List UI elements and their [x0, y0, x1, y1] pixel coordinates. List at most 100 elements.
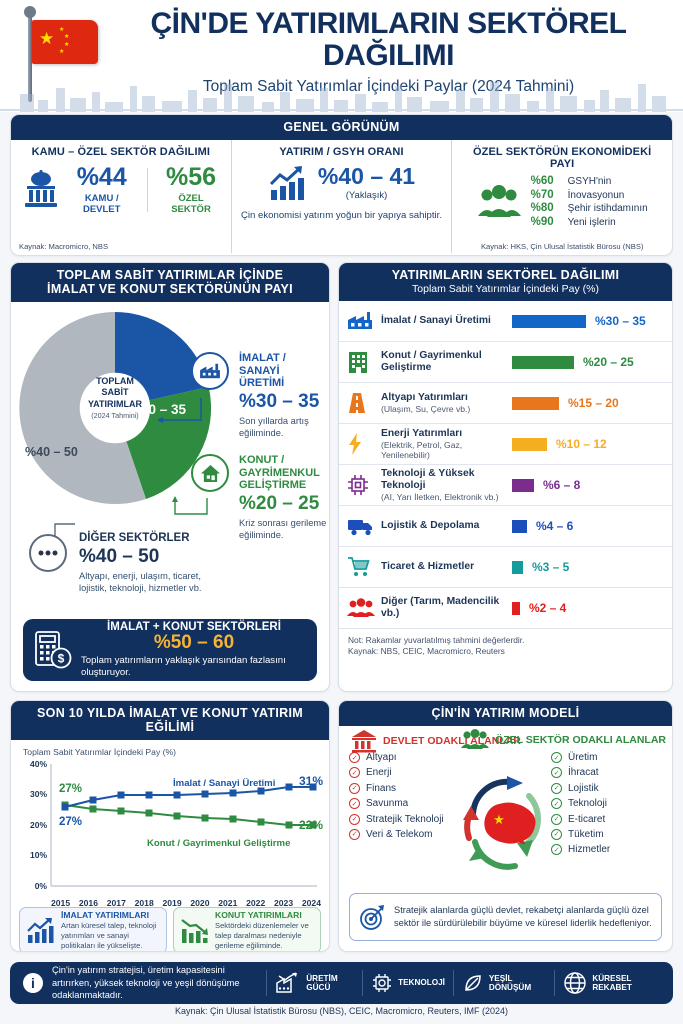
list-item: ✓ Üretim — [551, 752, 666, 763]
check-icon: ✓ — [349, 798, 360, 810]
sector-subheading: Toplam Sabit Yatırımlar İçindeki Pay (%) — [412, 283, 599, 295]
badge-yesil-donusum: YEŞİL DÖNÜŞÜM — [462, 972, 547, 994]
sector-name-cell: Konut / Gayrimenkul Geliştirme — [377, 350, 512, 375]
x-tick: 2016 — [78, 898, 98, 908]
trend-x-axis: 2015 2016 2017 2018 2019 2020 2021 2022 … — [51, 898, 323, 908]
sector-name: Altyapı Yatırımları — [381, 391, 468, 403]
badge-label: KÜRESEL REKABET — [592, 973, 632, 992]
sector-bar — [512, 314, 586, 328]
trend-series-label-imalat: İmalat / Sanayi Üretimi — [173, 778, 276, 789]
x-tick: 2019 — [162, 898, 182, 908]
sector-name-cell: Altyapı Yatırımları (Ulaşım, Su, Çevre v… — [377, 392, 512, 415]
government-building-icon — [351, 729, 377, 753]
china-flag-icon: ★ ★ ★ ★ ★ — [18, 6, 100, 102]
leaf-icon — [462, 972, 484, 994]
bar-cell: %6 – 8 — [512, 478, 664, 492]
item-label: Üretim — [568, 752, 598, 763]
sector-bar — [512, 478, 534, 492]
list-item: ✓ Savunma — [349, 798, 464, 810]
sector-name: Teknoloji & Yüksek Teknoloji — [381, 467, 475, 491]
overview-col-investment-gdp: YATIRIM / GSYH ORANI % — [230, 140, 452, 253]
model-footer: Stratejik alanlarda güçlü devlet, rekabe… — [349, 893, 662, 941]
state-focus-list: ✓ Altyapı ✓ Enerji ✓ Finans ✓ Savunma ✓ Strat… — [349, 752, 464, 844]
donut-card-heading: TOPLAM SABİT YATIRIMLAR İÇİNDE İMALAT VE… — [11, 263, 329, 302]
overview-col1-source: Kaynak: Macromicro, NBS — [19, 242, 109, 251]
summary-text: İMALAT + KONUT SEKTÖRLERİ %50 – 60 Topla… — [81, 621, 307, 679]
donut-center-line1: TOPLAM — [96, 376, 134, 386]
legend-imalat-title: İMALAT YATIRIMLARI — [61, 910, 150, 921]
overview-heading: GENEL GÖRÜNÜM — [11, 115, 672, 140]
callout-diger: DİĞER SEKTÖRLER %40 – 50 Altyapı, enerji… — [29, 532, 229, 594]
sector-note-line1: Not: Rakamlar yuvarlatılmış tahmini değe… — [348, 635, 525, 645]
public-pct: %44 — [76, 163, 127, 191]
table-row: Diğer (Tarım, Madencilik vb.) %2 – 4 — [339, 588, 672, 629]
sector-name-cell: Ticaret & Hizmetler — [377, 561, 512, 573]
private-share-pct: %80 — [530, 202, 554, 214]
check-icon: ✓ — [551, 844, 562, 856]
donut-heading-line2: İMALAT VE KONUT SEKTÖRÜNÜN PAYI — [47, 282, 293, 296]
svg-text:i: i — [31, 975, 35, 991]
flag-star-3: ★ — [64, 42, 70, 48]
state-focus-header: DEVLET ODAKLI ALANLAR — [351, 729, 521, 753]
badge-label: TEKNOLOJİ — [398, 978, 445, 988]
donut-area: %30 – 35 %20 – 25 %40 – 50 TOPLAM SABİT … — [11, 302, 329, 594]
page-header: ★ ★ ★ ★ ★ ÇİN'DE YATIRIMLARIN SEKTÖREL D… — [0, 0, 683, 112]
svg-text:30%: 30% — [30, 789, 47, 799]
table-row: Konut / Gayrimenkul Geliştirme %20 – 25 — [339, 342, 672, 383]
sector-name-cell: İmalat / Sanayi Üretimi — [377, 315, 512, 327]
badge-label: YEŞİL DÖNÜŞÜM — [488, 973, 532, 992]
donut-card: TOPLAM SABİT YATIRIMLAR İÇİNDE İMALAT VE… — [10, 262, 330, 692]
sector-name-cell: Lojistik & Depolama — [377, 520, 512, 532]
skyline-decoration — [0, 82, 683, 112]
x-tick: 2023 — [274, 898, 294, 908]
public-label: KAMU / DEVLET — [82, 193, 121, 215]
sector-bar — [512, 560, 523, 574]
building-icon — [347, 350, 377, 374]
trend-axis-note: Toplam Sabit Yatırımlar İçindeki Pay (%) — [23, 747, 176, 757]
model-heading: ÇİN'İN YATIRIM MODELİ — [339, 701, 672, 726]
list-item: ✓ Teknoloji — [551, 798, 666, 810]
bar-chart-up-icon — [26, 917, 56, 945]
sector-value: %3 – 5 — [532, 560, 570, 574]
private-share-label: Yeni işlerin — [567, 216, 616, 228]
chip-icon — [347, 474, 377, 496]
sector-note-line2: Kaynak: NBS, CEIC, Macromicro, Reuters — [348, 646, 505, 657]
flag-cloth: ★ ★ ★ ★ ★ — [32, 20, 98, 64]
legend-imalat-desc: Artan küresel talep, teknoloji yatırımla… — [61, 921, 157, 950]
donut-label-diger: %40 – 50 — [25, 445, 78, 459]
list-item: ✓ Stratejik Teknoloji — [349, 813, 464, 825]
sector-note: Not: Rakamlar yuvarlatılmış tahmini değe… — [339, 629, 672, 664]
flag-star-large: ★ — [39, 29, 55, 48]
overview-col3-source: Kaynak: HKS, Çin Ulusal İstatistik Büros… — [480, 242, 644, 251]
info-icon: i — [22, 972, 44, 994]
private-share-label: İnovasyonun — [567, 189, 625, 201]
sector-bar — [512, 396, 559, 410]
trend-heading: SON 10 YILDA İMALAT VE KONUT YATIRIM EĞİ… — [11, 701, 329, 740]
sector-name-cell: Teknoloji & Yüksek Teknoloji (AI, Yarı İ… — [377, 468, 512, 503]
bar-cell: %2 – 4 — [512, 601, 664, 615]
check-icon: ✓ — [349, 828, 360, 840]
item-label: Veri & Telekom — [366, 828, 433, 840]
trend-green-start-label: 27% — [59, 783, 83, 795]
sector-name: Konut / Gayrimenkul Geliştirme — [381, 349, 482, 373]
chip-icon — [371, 972, 393, 994]
item-label: Finans — [366, 782, 397, 794]
check-icon: ✓ — [349, 813, 360, 825]
list-item: ✓ Hizmetler — [551, 844, 666, 856]
x-tick: 2015 — [51, 898, 71, 908]
trend-blue-start-label: 27% — [59, 816, 83, 828]
x-tick: 2022 — [246, 898, 266, 908]
sector-bar — [512, 437, 547, 451]
divider — [452, 970, 454, 996]
x-tick: 2024 — [301, 898, 321, 908]
list-item: ✓ Veri & Telekom — [349, 828, 464, 840]
sector-name: Lojistik & Depolama — [381, 519, 480, 531]
sector-value: %2 – 4 — [529, 601, 567, 615]
list-item: %60 GSYH'nin — [531, 175, 648, 187]
factory-chart-icon — [275, 972, 301, 994]
sector-name: İmalat / Sanayi Üretimi — [381, 314, 491, 326]
x-tick: 2020 — [190, 898, 210, 908]
people-group-icon — [461, 729, 490, 751]
road-icon — [347, 391, 377, 415]
